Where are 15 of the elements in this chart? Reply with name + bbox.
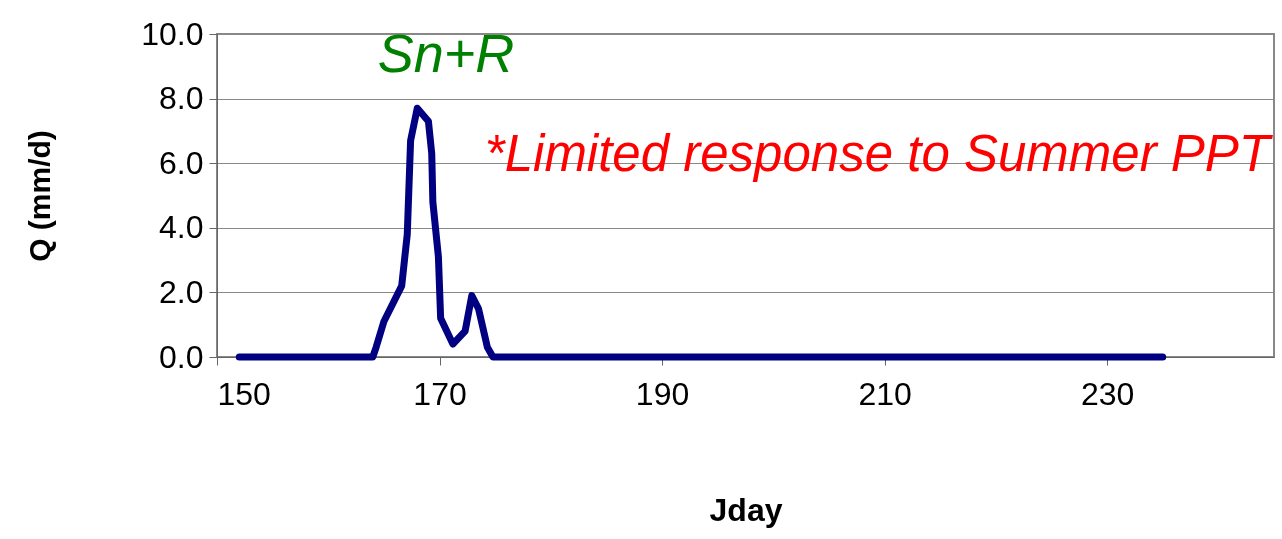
x-tick-label: 170 bbox=[413, 375, 467, 412]
x-tick-label: 210 bbox=[858, 375, 912, 412]
annotation: *Limited response to Summer PPT bbox=[484, 125, 1274, 182]
y-tick-label: 0.0 bbox=[159, 338, 204, 375]
y-tick-label: 2.0 bbox=[159, 273, 204, 310]
x-tick-label: 190 bbox=[635, 375, 690, 412]
x-tick-label: 150 bbox=[217, 375, 271, 412]
y-tick-label: 4.0 bbox=[159, 209, 204, 246]
y-tick-label: 8.0 bbox=[159, 80, 204, 117]
x-tick-label: 230 bbox=[1080, 375, 1135, 412]
y-tick-label: 6.0 bbox=[159, 144, 204, 181]
annotation: Sn+R bbox=[377, 23, 515, 83]
y-tick-label: 10.0 bbox=[141, 15, 204, 52]
y-axis-title: Q (mm/d) bbox=[23, 130, 57, 262]
x-axis-title: Jday bbox=[709, 491, 783, 528]
